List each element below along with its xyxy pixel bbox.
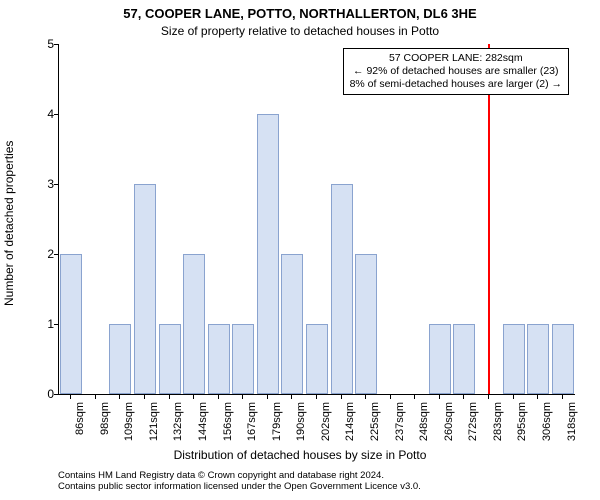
x-tick-label: 190sqm — [295, 402, 307, 441]
x-tick-label: 86sqm — [74, 402, 86, 435]
bar — [183, 254, 205, 394]
bar — [134, 184, 156, 394]
bar — [208, 324, 230, 394]
annotation-line3: 8% of semi-detached houses are larger (2… — [350, 78, 562, 91]
annotation-box: 57 COOPER LANE: 282sqm ← 92% of detached… — [343, 48, 569, 95]
chart-subtitle: Size of property relative to detached ho… — [0, 24, 600, 38]
plot-area: 57 COOPER LANE: 282sqm ← 92% of detached… — [58, 44, 575, 395]
x-tick-mark — [463, 395, 464, 399]
x-tick-mark — [95, 395, 96, 399]
y-tick-label: 0 — [38, 387, 54, 401]
bar — [60, 254, 82, 394]
x-tick-mark — [365, 395, 366, 399]
x-tick-label: 167sqm — [246, 402, 258, 441]
x-tick-mark — [169, 395, 170, 399]
bars-group — [59, 44, 575, 394]
x-tick-label: 306sqm — [541, 402, 553, 441]
x-tick-label: 132sqm — [173, 402, 185, 441]
x-tick-mark — [488, 395, 489, 399]
x-tick-mark — [414, 395, 415, 399]
x-tick-label: 214sqm — [345, 402, 357, 441]
x-tick-label: 318sqm — [566, 402, 578, 441]
bar — [257, 114, 279, 394]
bar — [232, 324, 254, 394]
x-tick-mark — [562, 395, 563, 399]
x-tick-label: 225sqm — [369, 402, 381, 441]
chart-container: 57, COOPER LANE, POTTO, NORTHALLERTON, D… — [0, 0, 600, 500]
y-tick-label: 3 — [38, 177, 54, 191]
marker-line — [488, 44, 490, 394]
y-tick-label: 2 — [38, 247, 54, 261]
x-tick-mark — [439, 395, 440, 399]
bar — [306, 324, 328, 394]
x-tick-label: 179sqm — [271, 402, 283, 441]
x-tick-mark — [218, 395, 219, 399]
bar — [281, 254, 303, 394]
x-tick-label: 144sqm — [197, 402, 209, 441]
x-tick-label: 121sqm — [148, 402, 160, 441]
x-tick-label: 283sqm — [492, 402, 504, 441]
y-axis-label: Number of detached properties — [2, 141, 16, 306]
x-tick-mark — [390, 395, 391, 399]
bar — [331, 184, 353, 394]
bar — [552, 324, 574, 394]
x-tick-label: 156sqm — [222, 402, 234, 441]
y-tick-label: 5 — [38, 37, 54, 51]
bar — [429, 324, 451, 394]
bar — [109, 324, 131, 394]
x-tick-label: 237sqm — [394, 402, 406, 441]
x-tick-label: 295sqm — [517, 402, 529, 441]
bar — [527, 324, 549, 394]
x-tick-label: 98sqm — [99, 402, 111, 435]
bar — [355, 254, 377, 394]
y-tick-label: 4 — [38, 107, 54, 121]
y-tick-label: 1 — [38, 317, 54, 331]
annotation-line1: 57 COOPER LANE: 282sqm — [350, 52, 562, 65]
footer: Contains HM Land Registry data © Crown c… — [58, 470, 421, 493]
annotation-line2: ← 92% of detached houses are smaller (23… — [350, 65, 562, 78]
x-axis-label: Distribution of detached houses by size … — [0, 448, 600, 462]
x-tick-mark — [242, 395, 243, 399]
x-tick-mark — [267, 395, 268, 399]
x-tick-label: 248sqm — [418, 402, 430, 441]
x-tick-mark — [70, 395, 71, 399]
x-tick-label: 202sqm — [320, 402, 332, 441]
bar — [453, 324, 475, 394]
bar — [159, 324, 181, 394]
x-tick-mark — [119, 395, 120, 399]
x-tick-mark — [537, 395, 538, 399]
x-tick-mark — [144, 395, 145, 399]
footer-line2: Contains public sector information licen… — [58, 481, 421, 492]
x-tick-label: 260sqm — [443, 402, 455, 441]
footer-line1: Contains HM Land Registry data © Crown c… — [58, 470, 421, 481]
x-tick-mark — [291, 395, 292, 399]
x-tick-mark — [513, 395, 514, 399]
x-tick-mark — [193, 395, 194, 399]
x-tick-mark — [316, 395, 317, 399]
chart-title: 57, COOPER LANE, POTTO, NORTHALLERTON, D… — [0, 6, 600, 21]
x-tick-mark — [341, 395, 342, 399]
bar — [503, 324, 525, 394]
x-tick-label: 109sqm — [123, 402, 135, 441]
x-tick-label: 272sqm — [467, 402, 479, 441]
